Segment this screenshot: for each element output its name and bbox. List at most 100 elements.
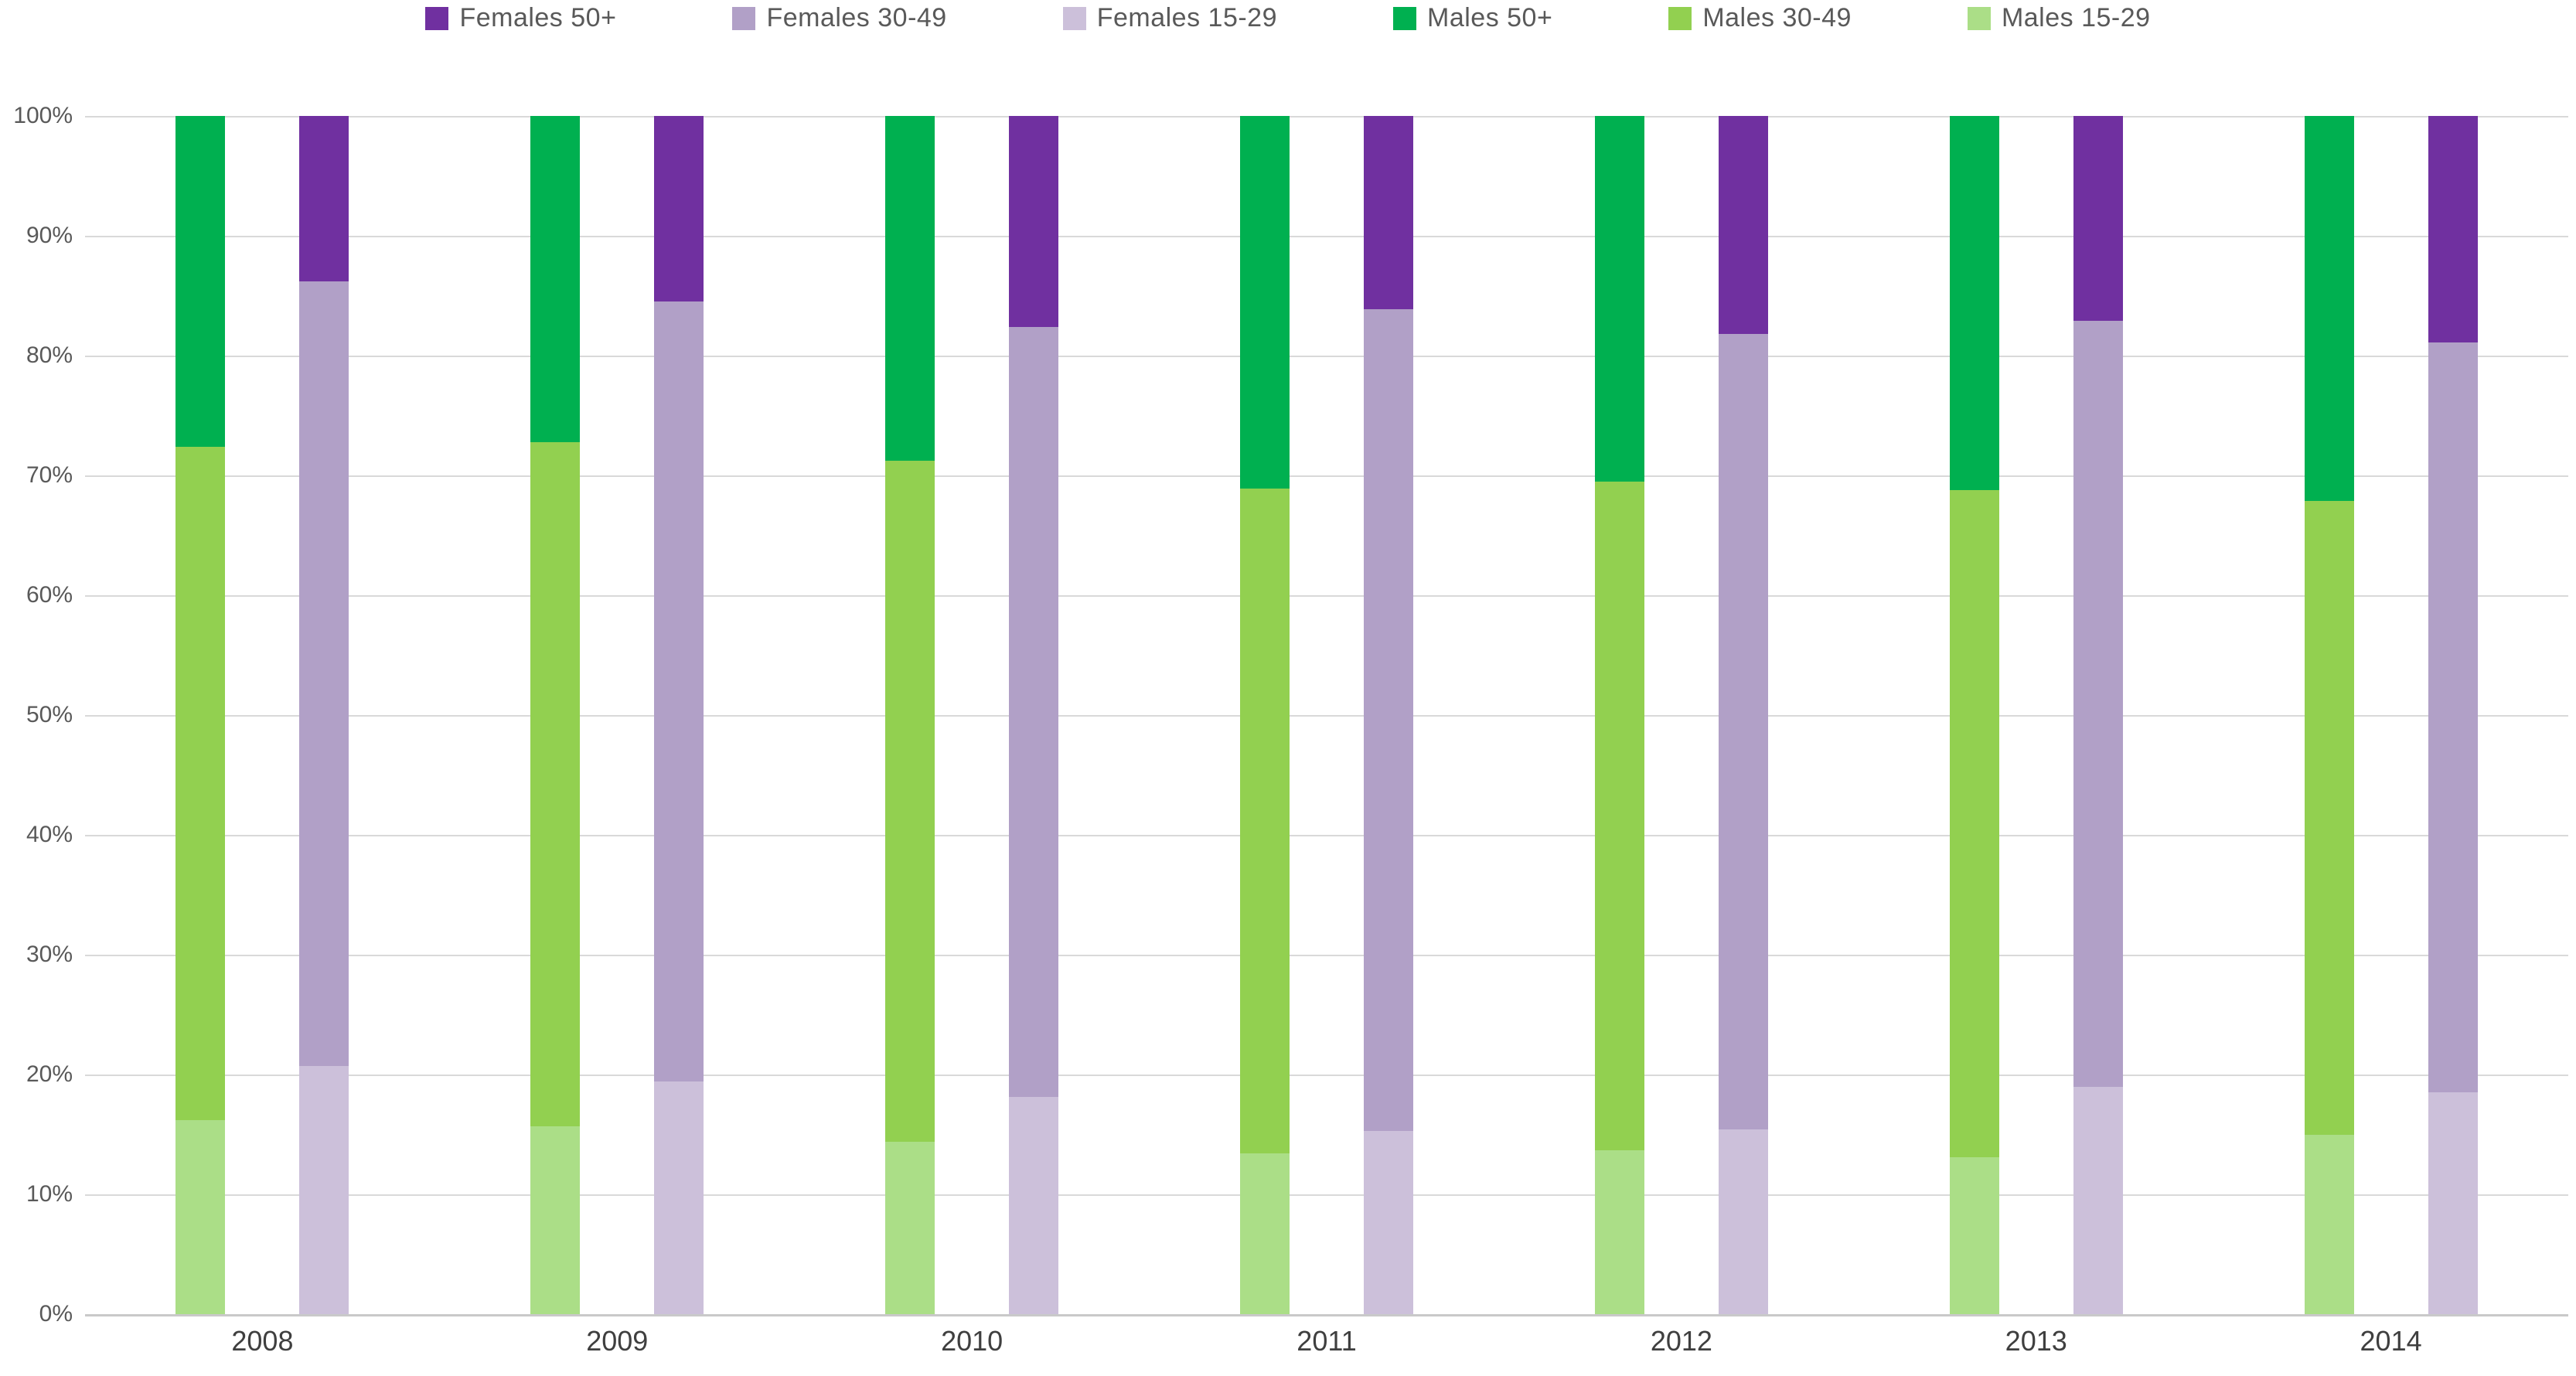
bar-segment [530,116,581,442]
bar-segment [2304,500,2354,1135]
legend-swatch-icon [732,6,756,30]
gridline [85,595,2568,597]
bar-segment [885,1141,935,1314]
x-axis: 2008 2009 2010 2011 2012 2013 2014 [85,1325,2568,1357]
legend-label: Females 50+ [459,3,617,32]
year-group [2213,116,2568,1314]
legend-label: Males 50+ [1427,3,1553,32]
bar-segment [530,1126,581,1314]
females-bar [1009,116,1059,1314]
bar-segment [175,1119,226,1314]
gridline [85,1075,2568,1076]
bar-segment [1009,326,1059,1098]
bar-segment [1949,116,1999,490]
x-category-label: 2008 [231,1325,294,1357]
legend-swatch-icon [1668,6,1692,30]
bar-segment [299,1066,349,1314]
x-category-label: 2010 [941,1325,1003,1357]
bar-segment [1009,1097,1059,1314]
legend-label: Males 30-49 [1702,3,1852,32]
bar-segment [2073,321,2123,1087]
females-bar [1718,116,1768,1314]
y-tick-label: 60% [26,582,73,608]
year-group [795,116,1150,1314]
gridline [85,236,2568,237]
x-category-label: 2009 [586,1325,649,1357]
legend-swatch-icon [425,6,449,30]
females-bar [299,116,349,1314]
y-tick-label: 10% [26,1181,73,1207]
males-bar [1594,116,1644,1314]
bar-segment [1364,116,1413,309]
gridline [85,835,2568,836]
bar-segment [2428,116,2478,342]
females-bar [2073,116,2123,1314]
x-category-label: 2013 [2005,1325,2067,1357]
bar-segment [2304,116,2354,501]
legend-label: Females 15-29 [1096,3,1277,32]
males-bar [2304,116,2354,1314]
y-tick-label: 70% [26,462,73,488]
females-bar [2428,116,2478,1314]
legend-item: Females 15-29 [1062,3,1277,33]
x-axis-line [85,1314,2568,1316]
bar-segment [175,446,226,1120]
y-tick-label: 100% [13,103,73,128]
bar-segment [1718,334,1768,1130]
males-bar [1240,116,1290,1314]
males-bar [530,116,581,1314]
bar-segment [2073,116,2123,322]
bar-segment [1949,489,1999,1157]
y-tick-label: 0% [39,1301,73,1327]
y-tick-label: 40% [26,822,73,847]
legend-label: Females 30-49 [766,3,947,32]
bar-segment [1949,1156,1999,1314]
y-tick-label: 50% [26,702,73,727]
bar-segment [885,461,935,1142]
bar-segment [2428,1092,2478,1314]
year-group [1150,116,1504,1314]
y-tick-label: 30% [26,942,73,967]
bar-segment [2428,342,2478,1093]
bar-segment [1240,489,1290,1154]
females-bar [1364,116,1413,1314]
y-tick-label: 80% [26,342,73,368]
bar-segment [885,116,935,462]
males-bar [175,116,226,1314]
y-tick-label: 20% [26,1061,73,1087]
x-category-label: 2014 [2360,1325,2422,1357]
gridline [85,356,2568,357]
legend-label: Males 15-29 [2001,3,2151,32]
gridline [85,116,2568,118]
year-group [1504,116,1859,1314]
bar-segment [1594,481,1644,1150]
legend-item: Males 50+ [1393,3,1552,33]
bars-area [85,116,2568,1314]
plot-area [85,116,2568,1316]
bar-segment [1594,116,1644,482]
bar-segment [654,116,704,302]
bar-segment [175,116,226,447]
bar-segment [299,281,349,1067]
legend-swatch-icon [1393,6,1416,30]
legend-item: Males 30-49 [1668,3,1852,33]
x-category-label: 2011 [1297,1325,1357,1357]
bar-segment [654,1081,704,1314]
gridline [85,955,2568,956]
legend-swatch-icon [1062,6,1086,30]
legend-swatch-icon [1967,6,1991,30]
males-bar [885,116,935,1314]
bar-segment [1718,1129,1768,1314]
bar-segment [2073,1086,2123,1314]
year-group [440,116,795,1314]
gridline [85,1194,2568,1196]
year-group [1859,116,2213,1314]
bar-segment [1009,116,1059,327]
legend-item: Females 30-49 [732,3,946,33]
legend-item: Males 15-29 [1967,3,2151,33]
males-bar [1949,116,1999,1314]
bar-segment [654,301,704,1082]
bar-segment [299,116,349,281]
legend-item: Females 50+ [425,3,616,33]
